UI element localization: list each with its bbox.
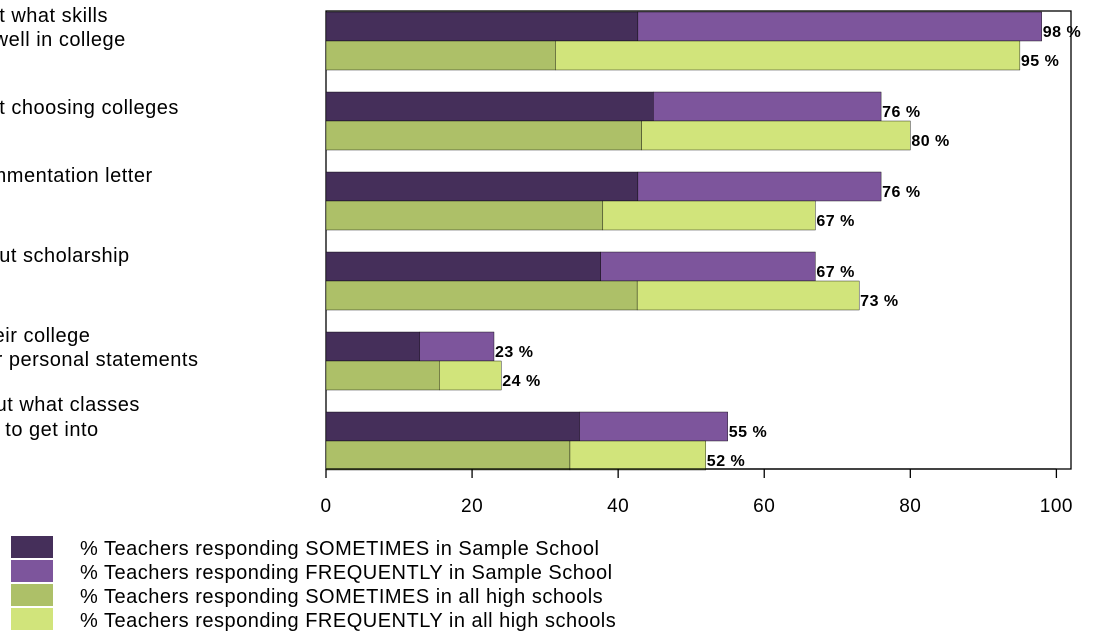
bar-segment xyxy=(638,12,1042,41)
bar-segment xyxy=(326,41,555,70)
legend-swatch xyxy=(11,608,53,630)
x-tick-label: 40 xyxy=(607,496,629,517)
bar-segment xyxy=(326,12,638,41)
bar-segment xyxy=(326,412,579,441)
data-label: 80 % xyxy=(911,133,949,150)
category-label: out what classes xyxy=(0,394,140,416)
legend-label: % Teachers responding SOMETIMES in all h… xyxy=(80,586,603,608)
x-tick-label: 0 xyxy=(320,496,331,517)
category-labels: out what skillso well in college out choo… xyxy=(0,5,198,441)
bar-segment xyxy=(601,252,816,281)
x-tick-label: 20 xyxy=(461,496,483,517)
bar-segment xyxy=(326,92,653,121)
legend-swatch xyxy=(11,584,53,606)
data-label: 24 % xyxy=(502,373,540,390)
category-label: ng to get into xyxy=(0,419,99,441)
bar-segment xyxy=(570,441,706,470)
category-label: or personal statements xyxy=(0,349,198,371)
bar-segment xyxy=(555,41,1020,70)
legend: % Teachers responding SOMETIMES in Sampl… xyxy=(11,536,616,632)
category-label: their college xyxy=(0,325,90,347)
data-label: 55 % xyxy=(729,424,767,441)
x-tick-label: 80 xyxy=(899,496,921,517)
bar-segment xyxy=(638,172,881,201)
legend-label: % Teachers responding SOMETIMES in Sampl… xyxy=(80,538,599,560)
plot-frame xyxy=(326,11,1071,469)
x-tick-label: 100 xyxy=(1040,496,1073,517)
category-label: out what skills xyxy=(0,5,108,27)
value-labels: 98 % 95 % 76 % 80 % 76 % 67 % 67 % 73 % 23 % 24 %… xyxy=(495,24,1081,470)
data-label: 23 % xyxy=(495,344,533,361)
bar-segment xyxy=(326,361,439,390)
data-label: 98 % xyxy=(1043,24,1081,41)
bar-segment xyxy=(326,252,601,281)
bar-segment xyxy=(326,332,419,361)
category-label: ommentation letter xyxy=(0,165,153,187)
bars xyxy=(326,12,1042,470)
bar-segment xyxy=(579,412,727,441)
bar-segment xyxy=(642,121,911,150)
legend-swatch xyxy=(11,536,53,558)
bar-segment xyxy=(419,332,494,361)
data-label: 95 % xyxy=(1021,53,1059,70)
category-label: bout scholarship xyxy=(0,245,130,267)
bar-segment xyxy=(603,201,816,230)
bar-segment xyxy=(326,201,603,230)
bar-segment xyxy=(326,441,570,470)
data-label: 76 % xyxy=(882,184,920,201)
bar-segment xyxy=(326,281,637,310)
bar-segment xyxy=(439,361,501,390)
legend-label: % Teachers responding FREQUENTLY in all … xyxy=(80,610,616,632)
data-label: 76 % xyxy=(882,104,920,121)
bar-segment xyxy=(653,92,881,121)
data-label: 67 % xyxy=(816,264,854,281)
bar-segment xyxy=(637,281,859,310)
data-label: 67 % xyxy=(816,213,854,230)
bar-segment xyxy=(326,121,642,150)
category-label: o well in college xyxy=(0,29,126,51)
legend-label: % Teachers responding FREQUENTLY in Samp… xyxy=(80,562,613,584)
x-tick-label: 60 xyxy=(753,496,775,517)
x-axis: 0 20 40 60 80 100 xyxy=(320,469,1073,517)
legend-swatch xyxy=(11,560,53,582)
bar-segment xyxy=(326,172,638,201)
category-label: out choosing colleges xyxy=(0,97,179,119)
data-label: 52 % xyxy=(707,453,745,470)
data-label: 73 % xyxy=(860,293,898,310)
